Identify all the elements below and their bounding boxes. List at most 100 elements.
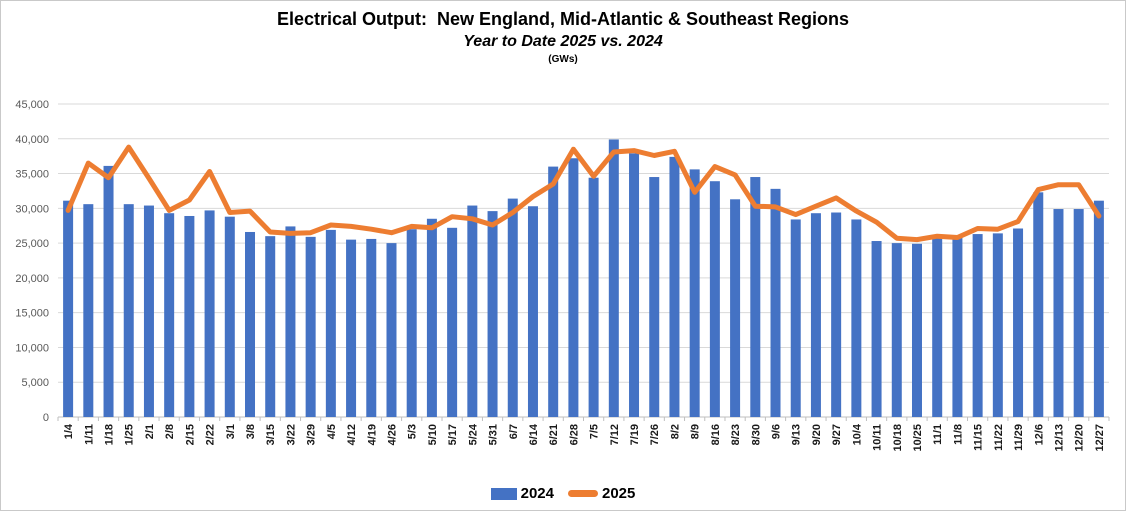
x-axis-label: 12/6: [1033, 424, 1045, 445]
bar-2024: [224, 216, 235, 417]
bar-2024: [730, 199, 741, 417]
x-axis-label: 4/26: [386, 424, 398, 445]
bar-2024: [790, 219, 801, 417]
x-axis-label: 11/15: [973, 424, 985, 451]
chart-title: Electrical Output: New England, Mid-Atla…: [276, 9, 850, 29]
bar-2024: [689, 169, 700, 417]
x-axis-label: 8/9: [690, 424, 702, 439]
legend-line-swatch: [568, 490, 598, 497]
bar-2024: [972, 234, 983, 417]
bar-2024: [568, 158, 579, 417]
x-axis-label: 12/27: [1094, 424, 1106, 452]
bar-2024: [487, 211, 498, 417]
x-axis-label: 7/5: [589, 424, 601, 439]
bar-2024: [649, 177, 660, 417]
legend-label: 2025: [602, 485, 636, 502]
x-axis-label: 1/4: [63, 423, 75, 439]
x-axis-label: 5/17: [447, 424, 459, 445]
x-axis-label: 10/11: [872, 424, 884, 451]
bar-2024: [911, 243, 922, 417]
x-axis-label: 11/29: [1013, 424, 1025, 451]
bar-2024: [1093, 200, 1104, 417]
bar-2024: [325, 229, 336, 417]
y-axis-tick-label: 40,000: [15, 134, 49, 146]
x-axis-label: 2/1: [144, 424, 156, 439]
x-axis-label: 8/16: [710, 424, 722, 445]
x-axis-label: 6/28: [568, 424, 580, 445]
bar-2024: [447, 227, 458, 417]
bar-2024: [426, 218, 437, 417]
bar-2024: [1033, 192, 1044, 417]
x-axis-label: 3/22: [285, 424, 297, 445]
x-axis-label: 5/10: [427, 424, 439, 445]
bar-2024: [891, 243, 902, 417]
x-axis-label: 5/31: [488, 424, 500, 445]
line-2025: [65, 144, 1102, 243]
x-axis-label: 10/4: [851, 423, 863, 445]
x-axis-label: 7/26: [649, 424, 661, 445]
x-axis-label: 1/11: [83, 424, 95, 445]
x-axis-label: 9/27: [831, 424, 843, 445]
bar-2024: [527, 206, 538, 417]
chart-units-label: (GWs): [548, 54, 578, 65]
x-axis-label: 3/29: [306, 424, 318, 445]
x-axis-label: 5/24: [467, 423, 479, 445]
x-axis-label: 5/3: [407, 424, 419, 439]
y-axis-tick-label: 30,000: [15, 203, 49, 215]
bar-2024: [932, 236, 943, 417]
bar-2024: [305, 236, 316, 417]
bar-2024: [366, 238, 377, 417]
bar-2024: [143, 205, 154, 417]
y-axis-tick-label: 10,000: [15, 342, 49, 354]
x-axis-label: 9/13: [791, 424, 803, 445]
x-axis-label: 3/8: [245, 424, 257, 439]
x-axis-label: 10/18: [892, 424, 904, 452]
x-axis-label: 2/8: [164, 424, 176, 439]
legend-bar-swatch: [490, 487, 517, 500]
legend-label: 2024: [520, 485, 554, 502]
x-axis-label: 7/12: [609, 424, 621, 445]
x-axis-label: 10/25: [912, 424, 924, 452]
bar-2024: [992, 233, 1003, 417]
x-axis-label: 7/19: [629, 424, 641, 445]
bar-2024: [548, 166, 559, 417]
x-axis-label: 6/7: [508, 424, 520, 439]
x-axis-label: 4/19: [366, 424, 378, 445]
x-axis-label: 8/30: [750, 424, 762, 445]
legend: 2024 2025: [1, 485, 1125, 502]
bar-2024: [1073, 209, 1084, 417]
bar-2024: [386, 243, 397, 417]
bar-2024: [851, 219, 862, 417]
y-axis-tick-label: 20,000: [15, 273, 49, 285]
bar-2024: [245, 231, 256, 417]
y-axis-tick-label: 25,000: [15, 238, 49, 250]
y-axis-tick-label: 35,000: [15, 169, 49, 181]
x-axis-label: 11/8: [952, 424, 964, 445]
bar-2024: [871, 241, 882, 417]
bar-2024: [467, 205, 478, 417]
y-axis-tick-label: 45,000: [15, 99, 49, 111]
bar-2024: [123, 204, 134, 417]
bar-2024: [406, 229, 417, 417]
bar-2024: [810, 213, 821, 417]
x-axis-label: 9/20: [811, 424, 823, 445]
bar-2024: [507, 198, 518, 417]
bar-2024: [63, 200, 74, 417]
bar-2024: [1053, 209, 1064, 417]
bar-2024: [588, 177, 599, 417]
x-axis-label: 2/22: [205, 424, 217, 445]
x-axis-label: 3/15: [265, 424, 277, 445]
x-axis-label: 1/18: [104, 424, 116, 445]
legend-entry-2025: 2025: [568, 485, 635, 502]
bar-2024: [103, 165, 114, 417]
y-axis-tick-label: 0: [43, 412, 49, 424]
bar-2024: [83, 204, 94, 417]
x-axis-label: 9/6: [771, 424, 783, 439]
bar-2024: [184, 215, 195, 417]
bar-2024: [831, 212, 842, 417]
bar-2024: [265, 236, 276, 417]
bar-2024: [629, 153, 640, 417]
x-axis-label: 11/1: [932, 424, 944, 445]
bar-2024: [709, 181, 720, 417]
